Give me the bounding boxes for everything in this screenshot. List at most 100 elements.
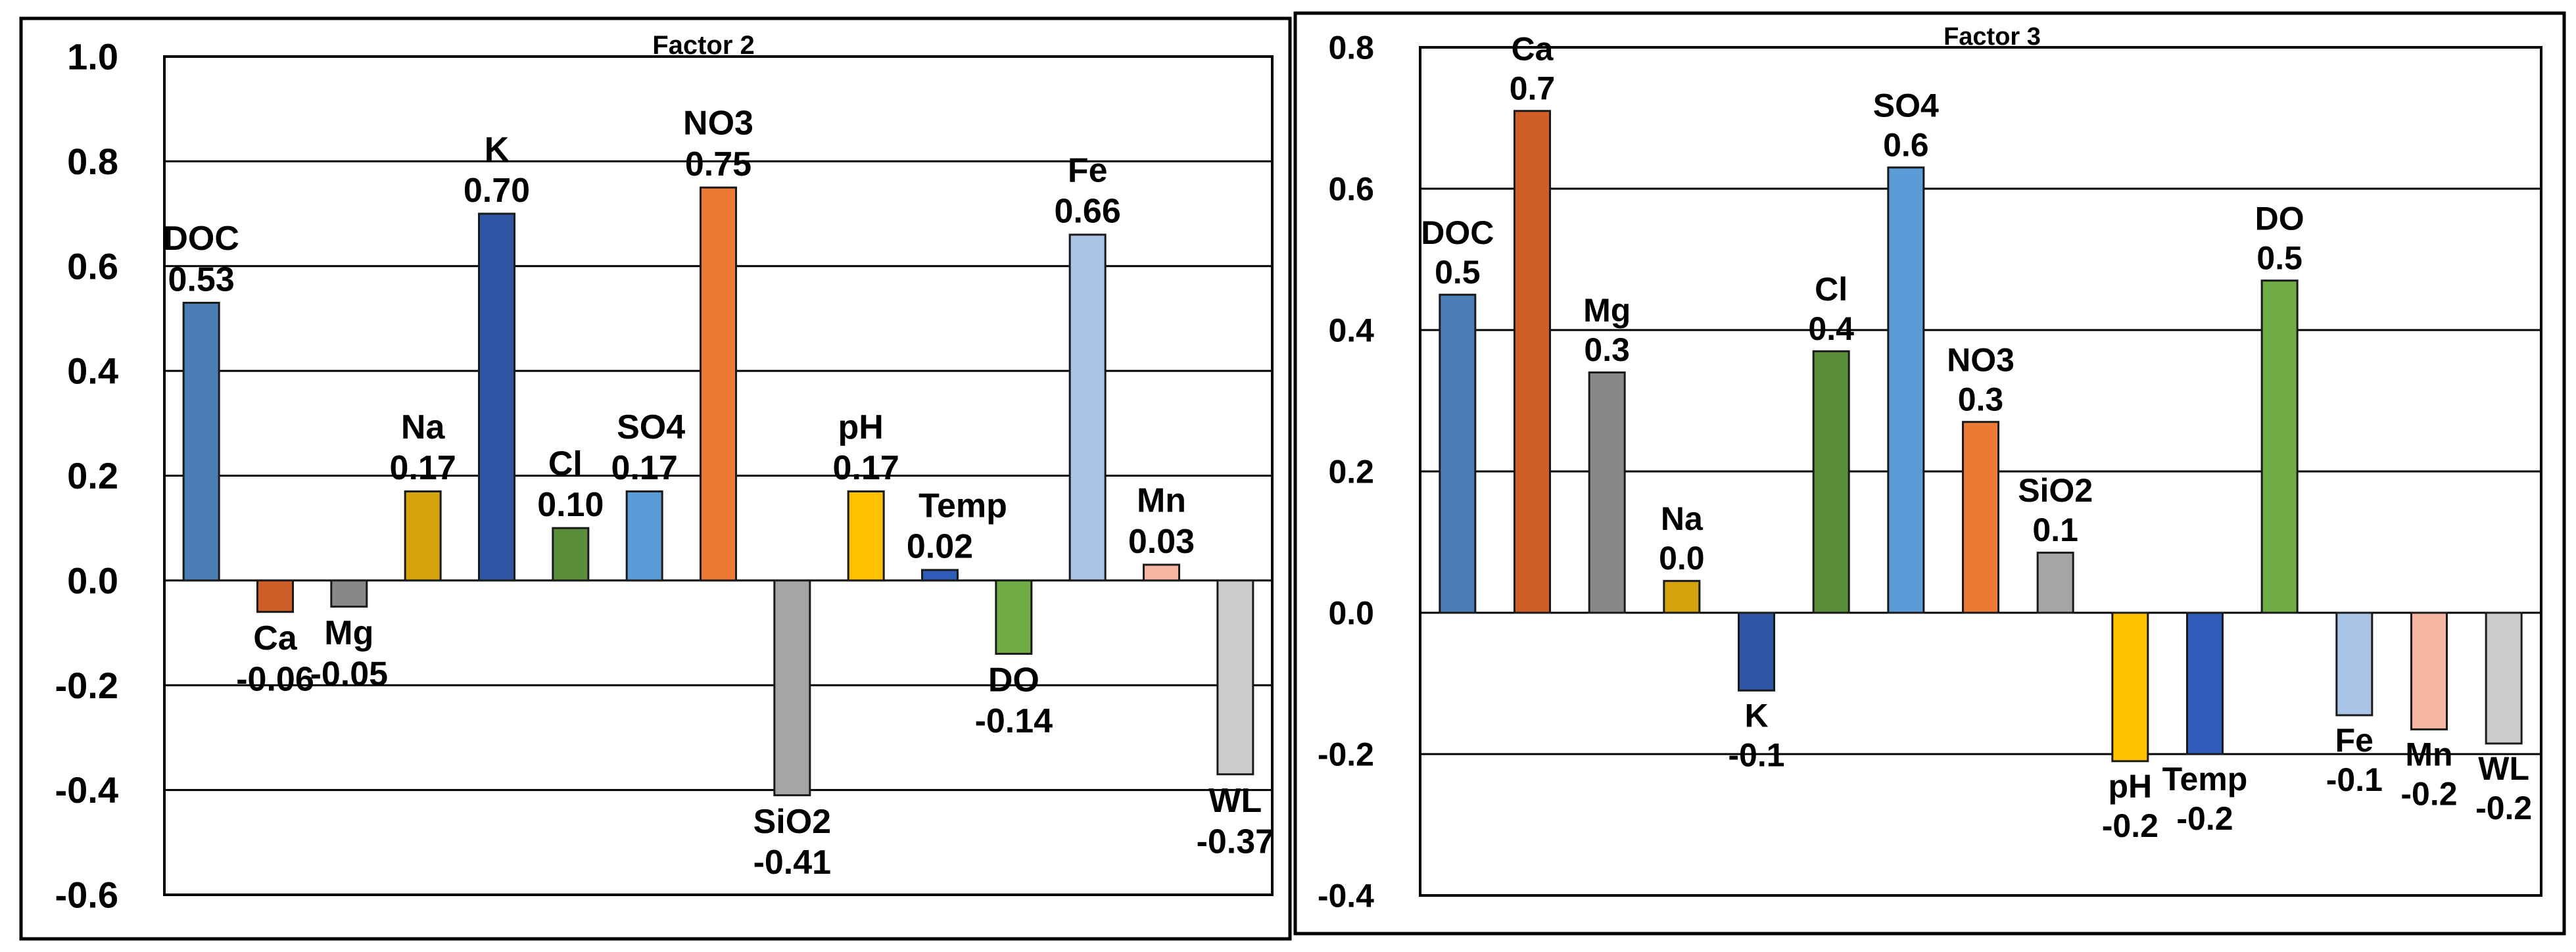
bar-so4 [1887, 166, 1925, 614]
bar-ca [256, 579, 294, 613]
data-label: 0.5 [2256, 239, 2302, 276]
category-label: Na [1661, 500, 1704, 537]
category-label: NO3 [683, 105, 753, 143]
data-label: 0.75 [685, 145, 751, 183]
category-label: Ca [253, 619, 298, 657]
category-label: DOC [163, 220, 239, 258]
y-tick-label: 0.6 [67, 245, 118, 287]
bar-doc [182, 302, 220, 582]
bar-do [995, 579, 1033, 655]
data-label: 0.03 [1128, 523, 1195, 561]
category-label: DO [2255, 200, 2304, 237]
bar-temp [921, 569, 959, 582]
bar-temp [2186, 611, 2224, 755]
category-label: Cl [548, 445, 583, 483]
data-label: 0.17 [833, 449, 899, 487]
category-label: Mg [324, 614, 373, 652]
y-tick-label: 0.0 [1328, 595, 1374, 632]
bar-mg [1588, 371, 1626, 614]
y-tick-label: -0.2 [55, 665, 119, 706]
category-label: SiO2 [2018, 472, 2093, 509]
factor-2-chart: Factor 2 -0.6-0.4-0.20.00.20.40.60.81.0 … [19, 16, 1292, 941]
bar-ca [1514, 110, 1551, 614]
bar-wl [2485, 611, 2523, 745]
data-label: -0.2 [2400, 775, 2457, 812]
factor-3-chart: Factor 3 -0.4-0.20.00.20.40.60.8 DOC0.5C… [1293, 11, 2566, 936]
category-label: Fe [2335, 722, 2373, 759]
plot-area [1419, 46, 2542, 897]
data-label: 0.3 [1584, 331, 1630, 368]
category-label: NO3 [1947, 341, 2015, 378]
data-label: 0.66 [1055, 193, 1121, 231]
data-label: 0.6 [1883, 126, 1929, 163]
data-label: -0.06 [236, 660, 314, 698]
category-label: Mn [1137, 481, 1186, 519]
data-label: -0.2 [2475, 790, 2532, 826]
y-tick-label: 0.8 [67, 141, 118, 182]
bar-sio2 [2036, 552, 2074, 614]
category-label: Ca [1512, 30, 1554, 67]
category-label: K [485, 130, 510, 168]
y-tick-label: 1.0 [67, 36, 118, 78]
category-label: DO [988, 661, 1039, 700]
data-label: -0.41 [753, 844, 832, 882]
data-label: 0.10 [537, 486, 604, 524]
category-label: Fe [1068, 151, 1108, 189]
bar-doc [1439, 293, 1477, 614]
data-label: 0.02 [907, 528, 973, 566]
category-label: K [1744, 697, 1768, 734]
chart-frame [1293, 11, 2566, 936]
y-tick-label: 0.0 [67, 559, 118, 601]
bar-fe [1068, 233, 1107, 582]
y-tick-label: 0.6 [1328, 171, 1374, 208]
bar-na [1663, 580, 1701, 614]
chart-title: Factor 2 [652, 31, 755, 60]
category-label: SO4 [1873, 87, 1939, 124]
bar-mn [1143, 563, 1180, 582]
y-tick-label: 0.4 [1328, 312, 1374, 349]
bar-mn [2410, 611, 2448, 730]
y-tick-label: 0.4 [67, 350, 118, 392]
category-label: SO4 [617, 408, 685, 446]
data-label: -0.37 [1197, 822, 1275, 861]
data-label: 0.17 [611, 449, 678, 487]
data-label: 0.70 [464, 172, 530, 210]
category-label: pH [2109, 768, 2153, 805]
category-label: SiO2 [753, 803, 832, 841]
data-label: 0.17 [390, 449, 456, 487]
category-label: WL [1208, 782, 1262, 820]
bar-k [478, 212, 515, 582]
bar-ph [847, 490, 885, 582]
y-tick-label: 0.2 [1328, 454, 1374, 490]
data-label: 0.7 [1510, 70, 1556, 107]
data-label: 0.1 [2032, 512, 2078, 548]
data-label: 0.53 [168, 260, 235, 298]
category-label: Mg [1583, 292, 1631, 329]
bar-so4 [625, 490, 663, 582]
bar-wl [1216, 579, 1254, 776]
y-tick-label: -0.2 [1318, 736, 1374, 773]
bar-no3 [700, 186, 737, 582]
data-label: -0.1 [2326, 761, 2383, 798]
bar-cl [1812, 350, 1850, 614]
y-tick-label: -0.6 [55, 874, 119, 916]
bar-mg [330, 579, 368, 608]
y-tick-label: 0.2 [67, 455, 118, 496]
bar-do [2260, 279, 2299, 614]
data-label: -0.2 [2102, 807, 2159, 844]
bar-no3 [1962, 421, 1999, 614]
data-label: 0.5 [1435, 254, 1481, 291]
category-label: pH [838, 408, 884, 446]
category-label: Mn [2405, 736, 2452, 773]
bar-k [1738, 611, 1775, 692]
data-label: -0.05 [310, 655, 389, 693]
category-label: Temp [2162, 761, 2248, 797]
bar-cl [552, 527, 590, 582]
bar-ph [2111, 611, 2149, 763]
category-label: Cl [1815, 271, 1848, 308]
bar-na [404, 490, 442, 582]
category-label: Na [401, 408, 446, 446]
data-label: -0.1 [1728, 736, 1784, 773]
data-label: 0.4 [1808, 310, 1854, 347]
